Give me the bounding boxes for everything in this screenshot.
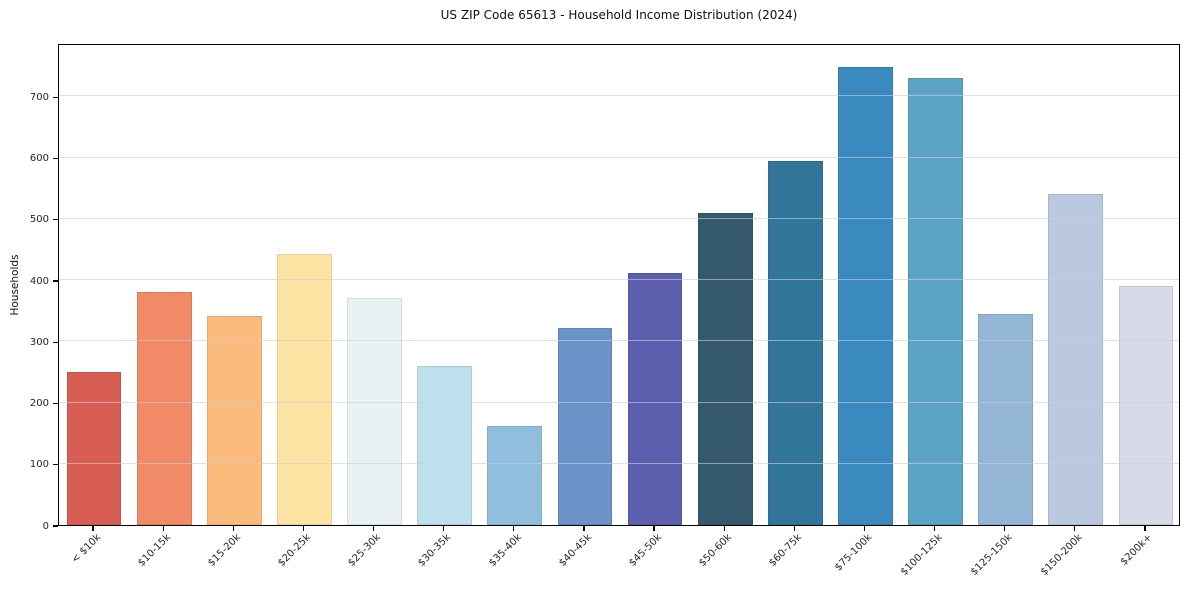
x-tick-mark	[1074, 526, 1076, 531]
y-tick-label: 100	[29, 459, 49, 471]
bar-200k+	[1118, 286, 1174, 525]
x-tick-mark	[793, 526, 795, 531]
x-tick-mark	[302, 526, 305, 531]
x-tick-label-text: $20-25k	[276, 532, 314, 569]
bar-30-35k	[417, 366, 473, 525]
bar-35-40k	[487, 426, 543, 525]
bar-125-150k	[978, 314, 1034, 525]
bar-25-30k	[347, 297, 402, 525]
gridline	[59, 217, 1179, 219]
x-tick-label-text: $35-40k	[486, 532, 524, 569]
x-tick-mark	[232, 526, 234, 531]
x-tick-mark	[92, 526, 94, 531]
x-tick-mark	[1144, 526, 1146, 531]
x-tick-label-text: $40-45k	[556, 532, 594, 569]
chart-title: US ZIP Code 65613 - Household Income Dis…	[440, 8, 798, 22]
y-tick-label: 600	[29, 153, 49, 165]
x-tick-label-text: $15-20k	[206, 532, 244, 569]
y-tick-mark	[53, 525, 58, 527]
x-tick-label-text: $125-150k	[968, 532, 1015, 578]
y-tick-mark	[53, 157, 58, 160]
bar-15-20k	[206, 315, 262, 525]
y-tick-mark	[53, 341, 58, 343]
bar-10-15k	[136, 291, 192, 525]
x-tick-mark	[933, 526, 936, 531]
x-tick-label-text: $75-100k	[832, 532, 875, 574]
x-tick-label-text: $200k+	[1118, 532, 1155, 568]
x-tick-mark	[583, 526, 585, 531]
y-tick-label: 200	[29, 398, 49, 409]
x-tick-label-text: < $10k	[69, 532, 103, 566]
x-tick-mark	[372, 526, 375, 531]
bar-75-100k	[838, 66, 893, 525]
y-tick-label: 400	[29, 275, 49, 287]
x-tick-label-text: $100-125k	[898, 532, 945, 578]
x-tick-label-text: $150-200k	[1038, 532, 1085, 578]
x-tick-mark	[653, 526, 655, 531]
plot-area	[58, 44, 1180, 526]
gridline	[59, 156, 1179, 158]
x-tick-mark	[1004, 526, 1006, 531]
y-tick-mark	[53, 464, 58, 466]
y-tick-mark	[53, 402, 58, 405]
bar-50-60k	[697, 213, 753, 525]
x-tick-label-text: $10-15k	[136, 532, 173, 569]
x-tick-label-text: $60-75k	[767, 532, 805, 569]
x-tick-label-text: $50-60k	[697, 532, 734, 569]
gridline	[59, 279, 1179, 281]
gridline	[59, 95, 1179, 97]
y-tick-label: 700	[29, 91, 49, 103]
y-tick-mark	[53, 96, 58, 98]
x-tick-mark	[443, 526, 445, 531]
x-tick-label-text: $30-35k	[416, 532, 454, 569]
bar-40-45k	[557, 327, 613, 525]
bar-150-200k	[1048, 194, 1104, 525]
x-tick-mark	[162, 526, 164, 531]
y-tick-mark	[53, 280, 58, 282]
x-tick-label-text: $45-50k	[626, 532, 664, 569]
x-tick-mark	[723, 526, 725, 531]
y-tick-label: 500	[29, 214, 49, 226]
x-tick-mark	[863, 526, 866, 531]
bar-20-25k	[277, 254, 332, 525]
y-tick-label: 0	[42, 520, 49, 532]
bar-45-50k	[627, 272, 683, 525]
bar-60-75k	[767, 160, 823, 525]
bar-10k	[66, 371, 122, 525]
y-tick-mark	[53, 219, 58, 221]
x-tick-label-text: $25-30k	[346, 532, 384, 569]
y-tick-label: 300	[29, 336, 49, 348]
x-tick-mark	[513, 526, 515, 531]
bar-100-125k	[908, 77, 963, 525]
